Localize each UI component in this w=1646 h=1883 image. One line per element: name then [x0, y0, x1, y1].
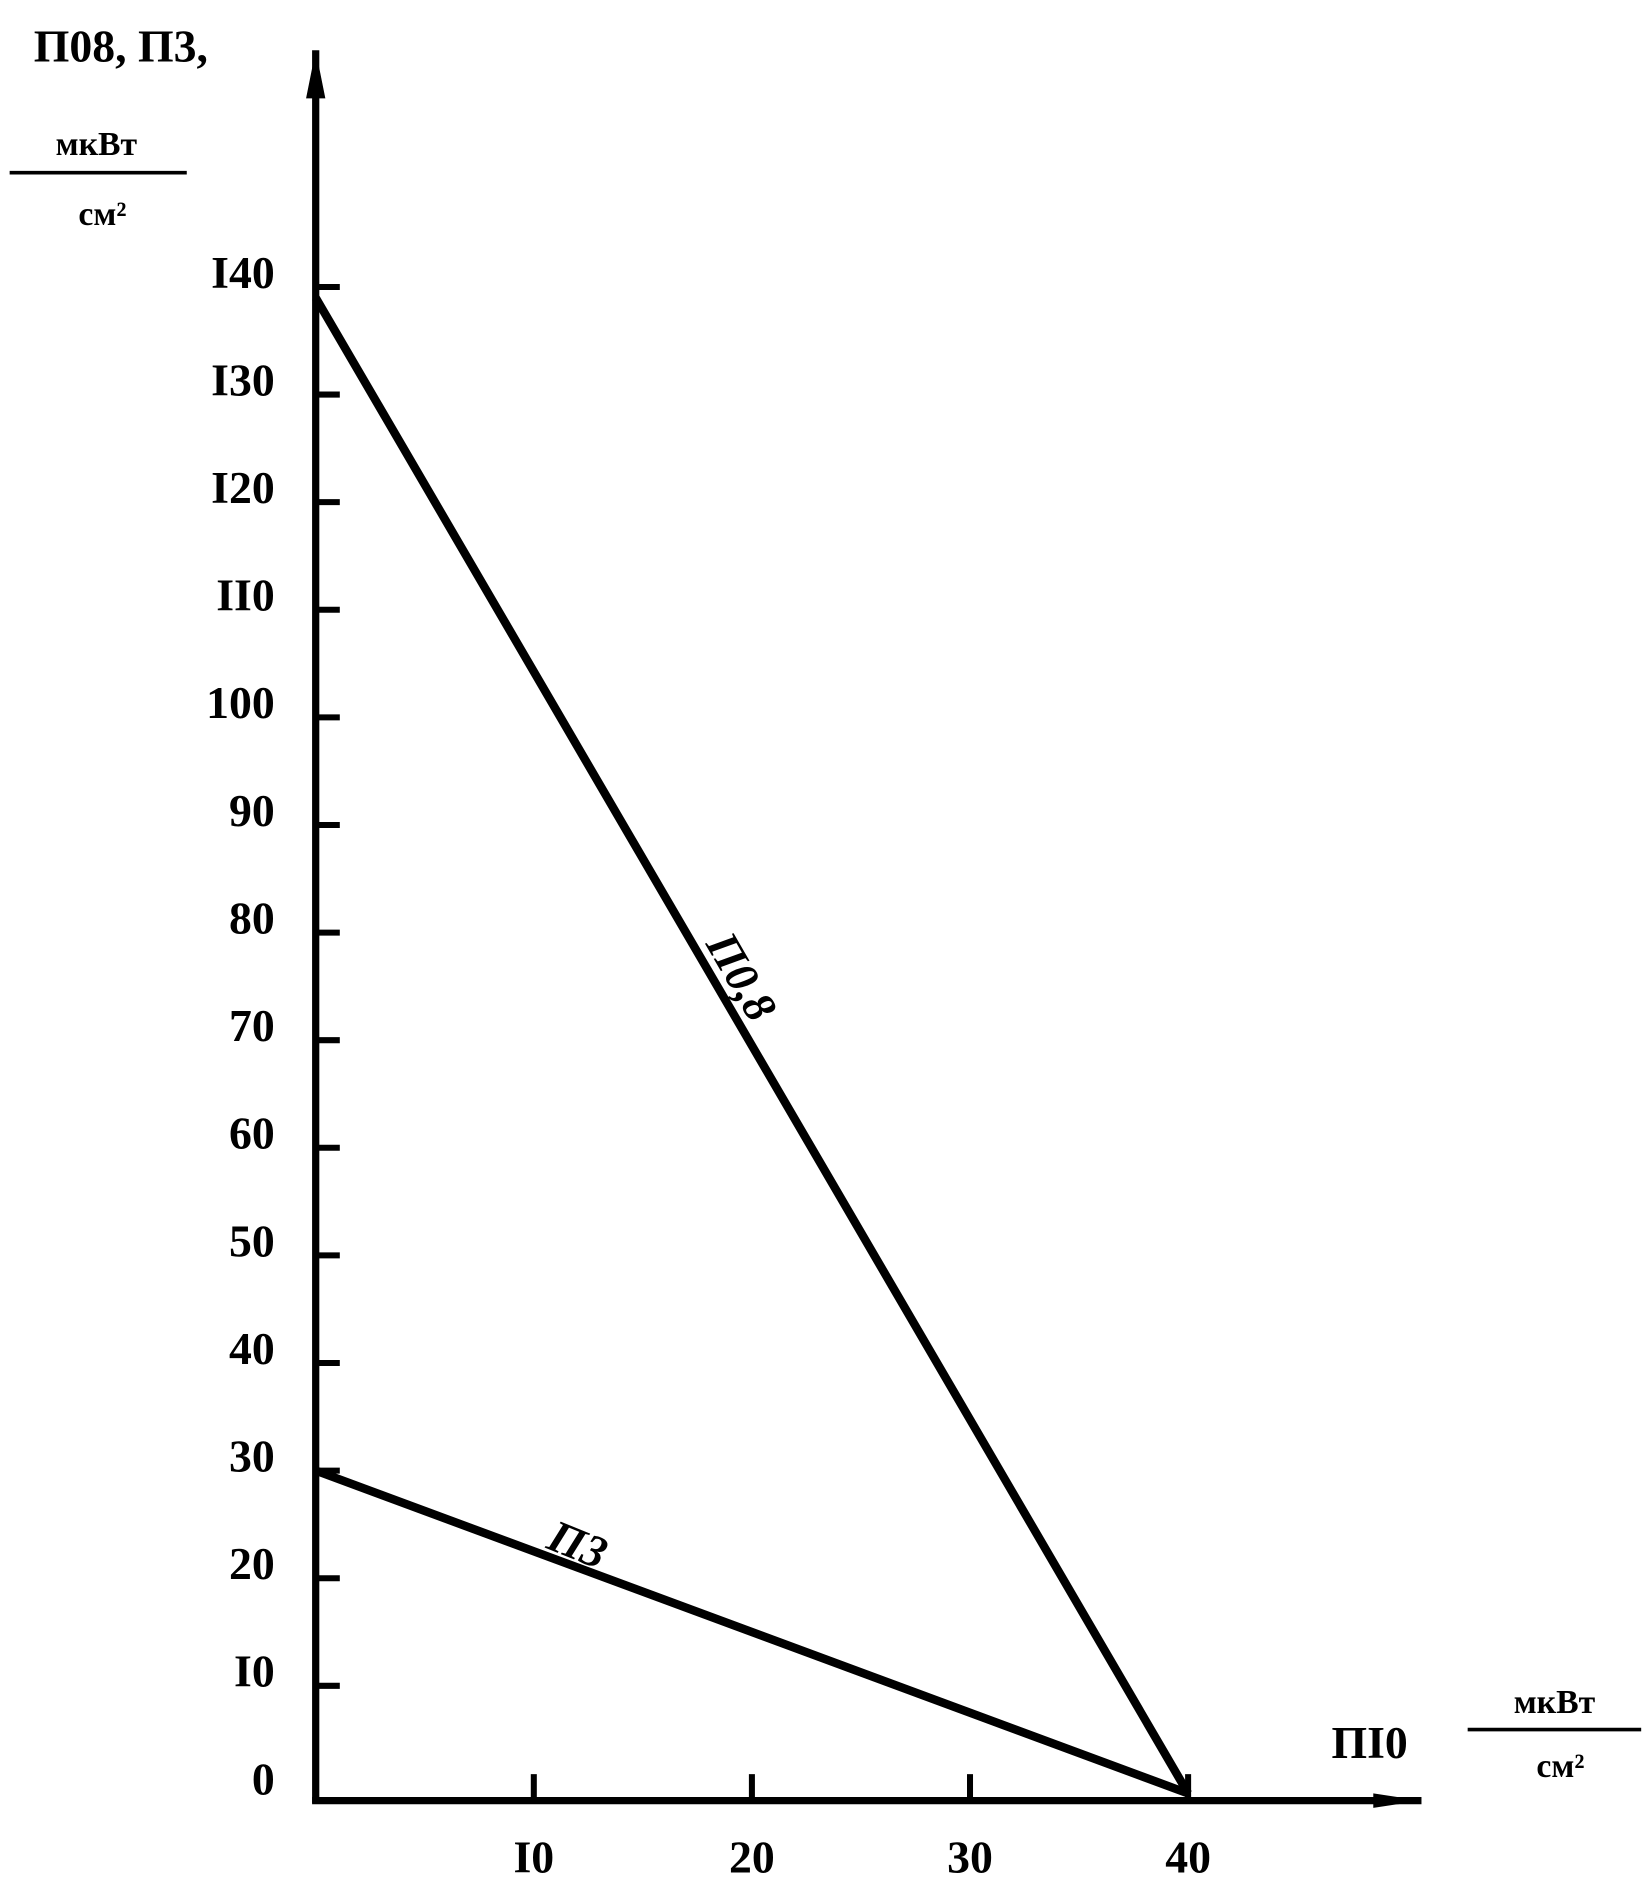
series-label: П3: [540, 1509, 614, 1579]
data-line: [312, 295, 1192, 1796]
y-unit-denominator: см²: [78, 196, 126, 233]
x-unit-denominator: см²: [1536, 1748, 1584, 1785]
x-axis-label: ПI0: [1332, 1717, 1408, 1768]
y-tick-label: 70: [229, 1000, 275, 1051]
y-unit-numerator: мкВт: [56, 126, 138, 163]
y-tick-label: 100: [206, 677, 275, 728]
y-tick-label: I20: [211, 462, 275, 513]
x-tick-label: 30: [947, 1832, 993, 1883]
y-tick-label: 30: [229, 1430, 275, 1481]
y-tick-label: 0: [252, 1753, 275, 1804]
y-tick-label: I40: [211, 247, 275, 298]
x-axis-arrow: [1373, 1793, 1422, 1808]
y-tick-label: 80: [229, 892, 275, 943]
y-tick-label: 40: [229, 1323, 275, 1374]
data-line: [314, 1466, 1190, 1798]
x-tick-label: 20: [729, 1832, 775, 1883]
y-tick-label: I0: [234, 1646, 275, 1697]
x-unit-numerator: мкВт: [1514, 1684, 1596, 1721]
y-tick-label: I30: [211, 354, 275, 405]
y-tick-label: II0: [216, 570, 275, 621]
y-tick-label: 20: [229, 1538, 275, 1589]
x-tick-label: I0: [513, 1832, 554, 1883]
y-tick-label: 90: [229, 785, 275, 836]
y-tick-label: 50: [229, 1215, 275, 1266]
y-tick-label: 60: [229, 1108, 275, 1159]
x-tick-label: 40: [1165, 1832, 1211, 1883]
y-axis-label: П08, П3,: [34, 21, 208, 72]
y-axis-arrow: [306, 50, 326, 99]
